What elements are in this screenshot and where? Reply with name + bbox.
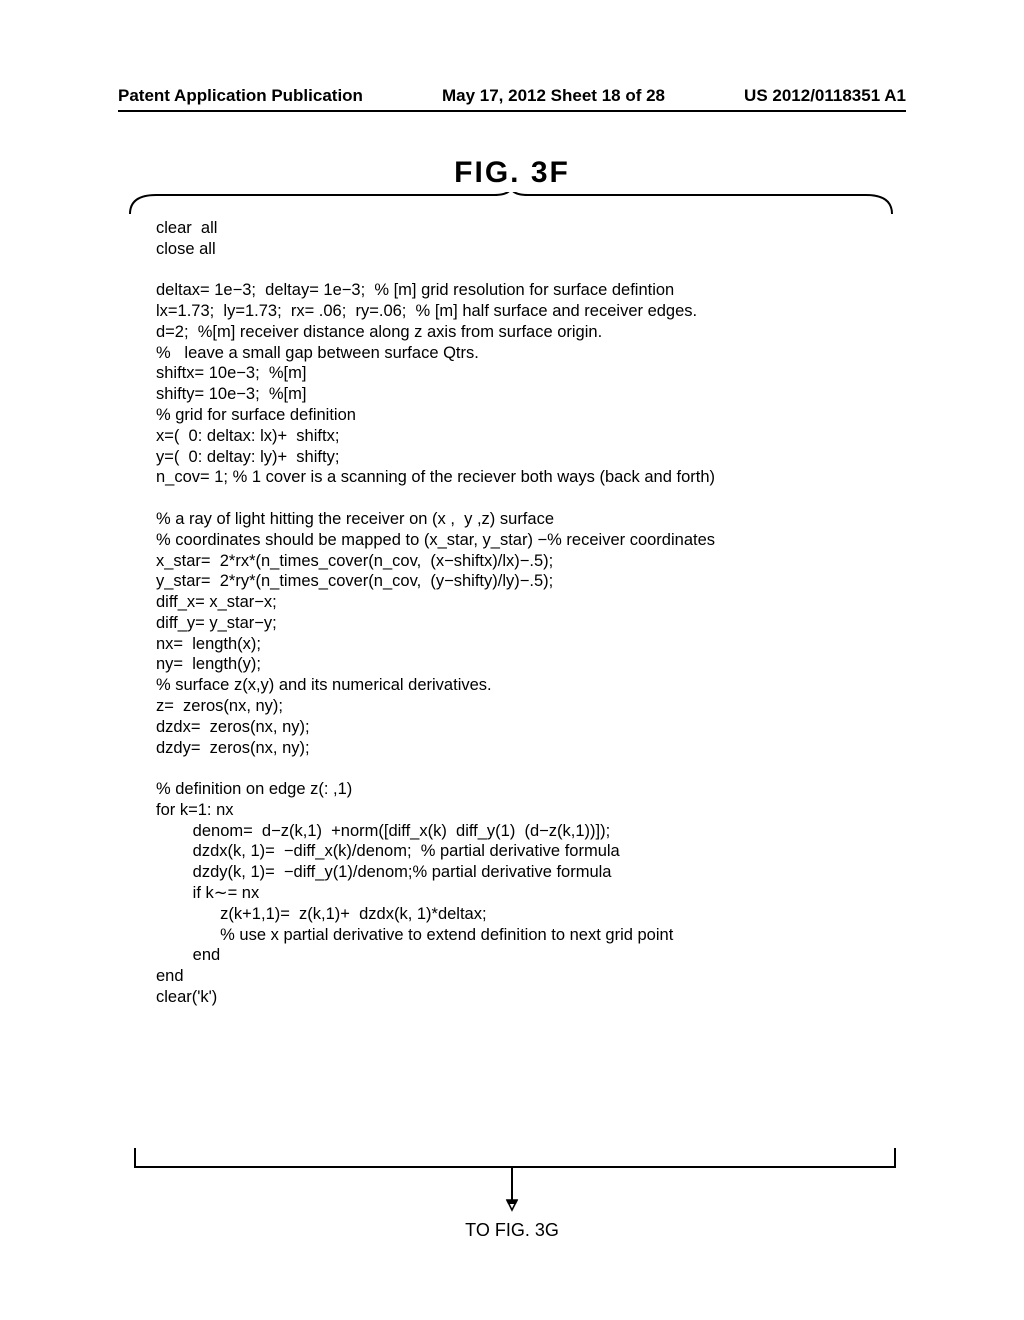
- page-header: Patent Application Publication May 17, 2…: [118, 86, 906, 106]
- figure-title: FIG. 3F: [0, 156, 1024, 190]
- continuation-label: TO FIG. 3G: [0, 1220, 1024, 1241]
- header-right: US 2012/0118351 A1: [744, 86, 906, 106]
- continuation-arrow: [0, 1168, 1024, 1214]
- header-center: May 17, 2012 Sheet 18 of 28: [442, 86, 665, 106]
- header-rule: [118, 110, 906, 112]
- curly-brace-top: [126, 192, 896, 216]
- header-left: Patent Application Publication: [118, 86, 363, 106]
- bottom-frame: [134, 1148, 896, 1168]
- code-listing: clear all close all deltax= 1e−3; deltay…: [156, 218, 896, 1008]
